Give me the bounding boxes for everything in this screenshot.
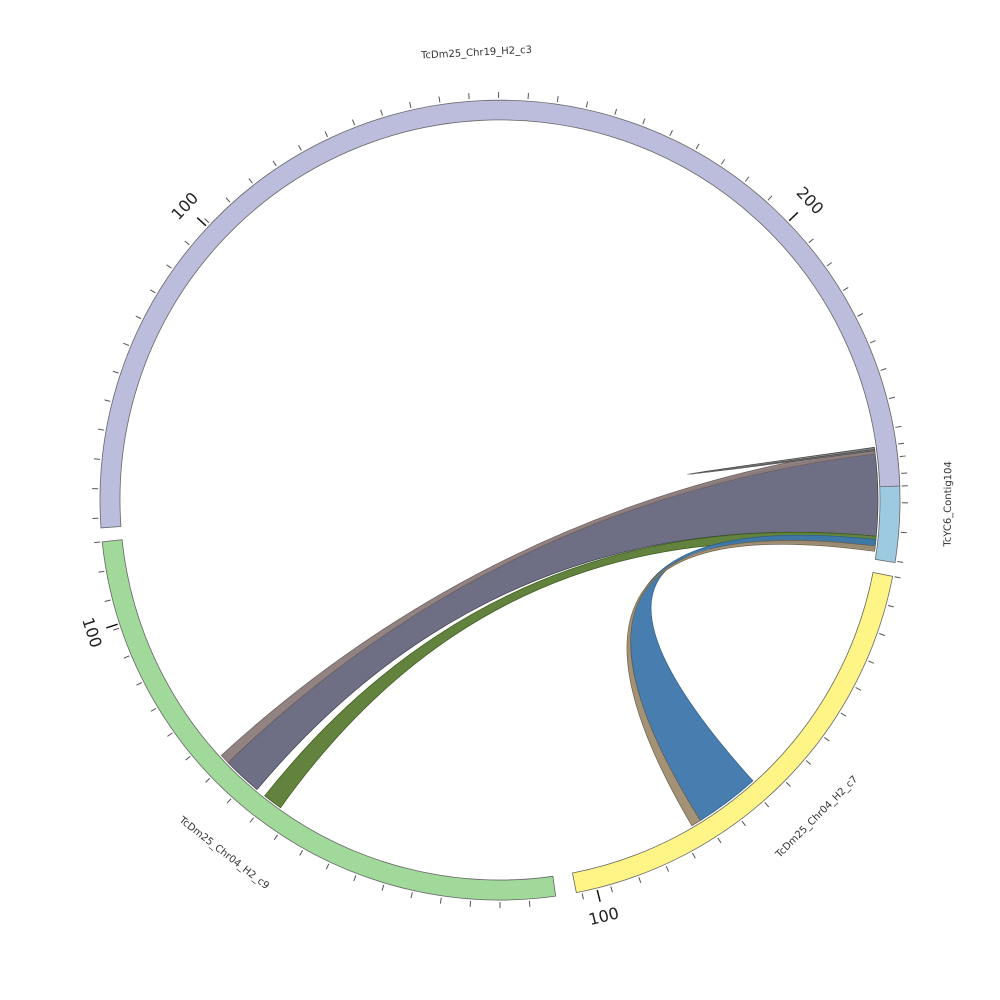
tick-TcDm25_Chr04_H2_c9-5: [136, 682, 143, 686]
tick-TcDm25_Chr19_H2_c3-14: [695, 143, 700, 150]
tick-TcDm25_Chr19_H2_c3-27: [324, 131, 329, 138]
tick-TcDm25_Chr04_H2_c9-18: [439, 897, 442, 904]
tick-TcDm25_Chr19_H2_c3-32: [204, 218, 210, 224]
major-tick-TcDm25_Chr04_H2_c9-0: [106, 623, 118, 629]
tick-TcDm25_Chr19_H2_c3-23: [438, 96, 441, 103]
tick-TcDm25_Chr04_H2_c9-9: [205, 777, 211, 783]
tick-TcDm25_Chr19_H2_c3-33: [184, 240, 190, 246]
tick-TcDm25_Chr19_H2_c3-41: [94, 458, 101, 460]
tick-TcDm25_Chr19_H2_c3-13: [720, 159, 726, 165]
tick-TcDm25_Chr04_H2_c7-7: [805, 760, 812, 765]
tick-TcDm25_Chr04_H2_c9-6: [150, 707, 157, 712]
segment-TcDm25_Chr19_H2_c3: [99, 99, 901, 529]
segment-label-TcYC6_Contig104: TcYC6_Contig104: [943, 461, 955, 547]
tick-TcDm25_Chr19_H2_c3-30: [248, 178, 253, 184]
tick-TcDm25_Chr04_H2_c9-11: [249, 817, 255, 823]
tick-TcDm25_Chr19_H2_c3-24: [409, 102, 412, 109]
tick-TcDm25_Chr04_H2_c9-10: [226, 798, 232, 804]
segments-layer: [99, 99, 901, 901]
tick-TcDm25_Chr04_H2_c9-13: [299, 849, 304, 856]
ticks-layer: [92, 91, 908, 908]
major-tick-TcDm25_Chr19_H2_c3-0: [196, 217, 207, 227]
tick-TcDm25_Chr04_H2_c7-12: [691, 852, 696, 859]
tick-TcDm25_Chr04_H2_c9-3: [113, 627, 120, 631]
tick-TcDm25_Chr04_H2_c7-8: [785, 781, 791, 787]
link-TcYC6_Contig104-to-TcDm25_Chr04_H2_c9-1: [220, 446, 876, 764]
segment-label-TcDm25_Chr04_H2_c7: TcDm25_Chr04_H2_c7: [773, 774, 860, 861]
major-tick-TcDm25_Chr19_H2_c3-1: [788, 211, 799, 222]
tick-TcDm25_Chr04_H2_c9-15: [353, 875, 357, 882]
tick-TcDm25_Chr19_H2_c3-6: [857, 313, 864, 317]
tick-TcDm25_Chr19_H2_c3-12: [744, 176, 750, 182]
link-TcYC6_Contig104-to-TcDm25_Chr04_H2_c7-4: [626, 540, 876, 827]
tick-TcDm25_Chr19_H2_c3-39: [104, 399, 111, 402]
tick-TcDm25_Chr04_H2_c7-3: [868, 660, 875, 664]
tick-TcDm25_Chr04_H2_c7-1: [887, 604, 894, 608]
tick-TcDm25_Chr19_H2_c3-11: [767, 195, 773, 201]
tick-TcDm25_Chr04_H2_c7-14: [638, 877, 642, 884]
tick-TcDm25_Chr04_H2_c7-6: [824, 737, 830, 742]
major-tick-TcDm25_Chr04_H2_c7-0: [596, 889, 601, 902]
tick-TcDm25_Chr04_H2_c9-0: [94, 541, 101, 544]
tick-TcDm25_Chr04_H2_c9-12: [273, 834, 278, 841]
tick-TcDm25_Chr04_H2_c7-2: [879, 633, 885, 636]
tick-TcDm25_Chr19_H2_c3-7: [842, 287, 849, 291]
tick-TcDm25_Chr19_H2_c3-36: [135, 315, 142, 320]
tick-TcDm25_Chr04_H2_c9-14: [325, 863, 330, 870]
tick-TcDm25_Chr19_H2_c3-1: [899, 455, 906, 458]
tick-TcDm25_Chr04_H2_c9-16: [381, 884, 385, 891]
tick-TcDm25_Chr04_H2_c9-17: [410, 892, 413, 899]
segment-label-TcDm25_Chr04_H2_c9: TcDm25_Chr04_H2_c9: [176, 814, 271, 892]
tick-TcDm25_Chr19_H2_c3-40: [98, 428, 105, 431]
link-TcYC6_Contig104-to-TcDm25_Chr19_H2_c3-5: [687, 446, 876, 475]
tick-TcDm25_Chr19_H2_c3-34: [166, 264, 172, 269]
tick-TcDm25_Chr04_H2_c9-2: [104, 599, 111, 602]
tick-TcDm25_Chr04_H2_c9-7: [167, 732, 173, 737]
tick-TcDm25_Chr04_H2_c7-4: [855, 687, 862, 691]
tick-TcDm25_Chr19_H2_c3-28: [298, 145, 302, 151]
tick-TcYC6_Contig104-0: [898, 442, 905, 445]
tick-TcDm25_Chr04_H2_c9-1: [98, 570, 105, 573]
tick-TcDm25_Chr19_H2_c3-3: [888, 396, 895, 400]
tick-TcDm25_Chr04_H2_c7-15: [610, 886, 613, 893]
tick-TcDm25_Chr19_H2_c3-19: [556, 96, 559, 103]
tick-TcDm25_Chr19_H2_c3-2: [895, 425, 902, 428]
tick-TcDm25_Chr04_H2_c7-11: [717, 837, 722, 844]
tick-TcDm25_Chr19_H2_c3-9: [808, 238, 814, 244]
tick-label-TcDm25_Chr04_H2_c9-0: 100: [78, 615, 106, 650]
tick-label-TcDm25_Chr04_H2_c7-0: 100: [587, 903, 621, 929]
tick-TcDm25_Chr19_H2_c3-5: [869, 340, 876, 344]
tick-TcDm25_Chr19_H2_c3-4: [880, 368, 887, 371]
tick-TcDm25_Chr04_H2_c7-0: [894, 576, 901, 579]
tick-TcYC6_Contig104-4: [897, 561, 904, 563]
tick-TcDm25_Chr04_H2_c9-4: [123, 655, 130, 659]
tick-TcDm25_Chr19_H2_c3-35: [150, 289, 156, 294]
tick-TcDm25_Chr04_H2_c7-9: [764, 802, 770, 808]
segment-TcDm25_Chr04_H2_c7: [572, 572, 894, 894]
tick-TcDm25_Chr04_H2_c7-10: [741, 820, 746, 827]
segment-TcDm25_Chr04_H2_c9: [101, 539, 557, 901]
tick-TcDm25_Chr04_H2_c7-16: [581, 893, 584, 900]
tick-TcDm25_Chr19_H2_c3-16: [642, 118, 646, 125]
tick-TcDm25_Chr19_H2_c3-25: [380, 109, 383, 116]
tick-TcDm25_Chr19_H2_c3-26: [351, 119, 356, 126]
tick-TcDm25_Chr19_H2_c3-17: [614, 108, 618, 115]
tick-TcDm25_Chr19_H2_c3-8: [826, 262, 833, 267]
tick-TcDm25_Chr19_H2_c3-18: [585, 101, 589, 108]
links-layer: [220, 446, 879, 827]
tick-TcDm25_Chr04_H2_c9-8: [185, 755, 191, 761]
tick-TcDm25_Chr19_H2_c3-31: [225, 197, 231, 203]
tick-TcDm25_Chr19_H2_c3-38: [112, 370, 119, 374]
tick-TcDm25_Chr19_H2_c3-15: [669, 130, 673, 136]
segment-label-TcDm25_Chr19_H2_c3: TcDm25_Chr19_H2_c3: [420, 45, 532, 62]
tick-TcDm25_Chr19_H2_c3-29: [272, 160, 277, 167]
tick-TcDm25_Chr04_H2_c7-13: [665, 865, 670, 872]
tick-TcDm25_Chr04_H2_c7-5: [840, 712, 847, 717]
tick-TcDm25_Chr19_H2_c3-37: [123, 342, 130, 346]
